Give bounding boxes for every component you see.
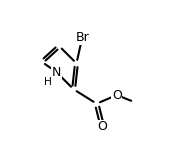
Text: N: N [52,66,61,78]
Text: O: O [112,89,122,102]
Text: H: H [45,77,52,87]
Text: Br: Br [75,31,89,44]
Text: O: O [98,120,107,133]
